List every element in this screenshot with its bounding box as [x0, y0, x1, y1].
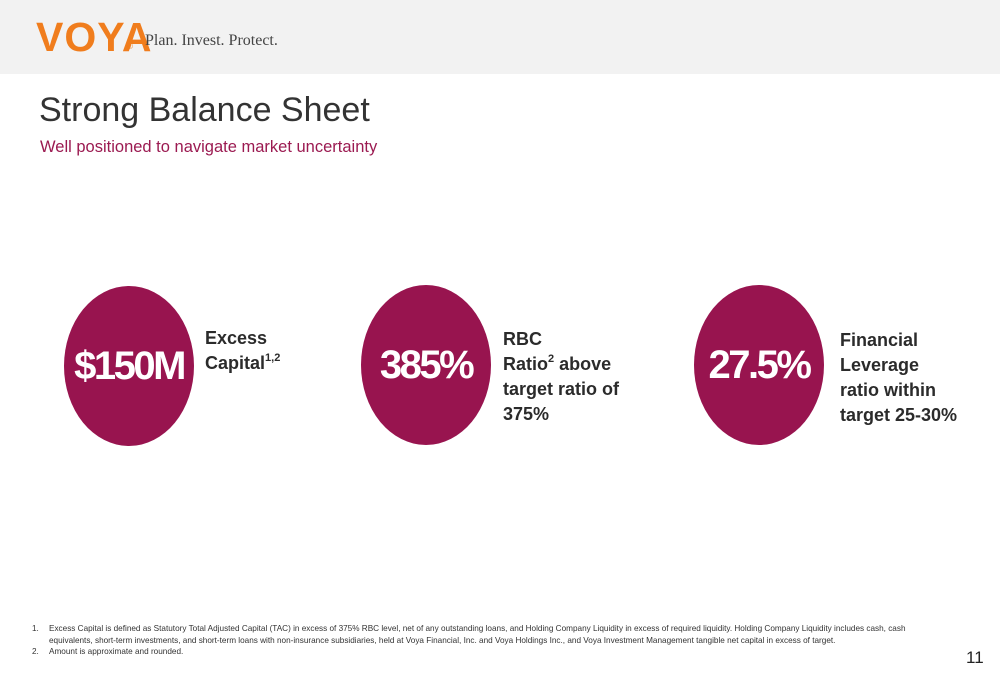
registered-mark: ® — [127, 42, 133, 51]
metric-label-financial-leverage: Financial Leverage ratio within target 2… — [840, 328, 957, 428]
metric-value: $150M — [74, 343, 186, 388]
metric-circle-rbc-ratio: 385% — [361, 285, 491, 445]
footnote-ref: 1,2 — [265, 352, 281, 364]
header-bar: VOYA ® Plan. Invest. Protect. — [0, 0, 1000, 74]
footnote-item: 2. Amount is approximate and rounded. — [32, 646, 932, 658]
footnote-number: 1. — [32, 624, 39, 633]
label-line: target 25-30% — [840, 405, 958, 425]
page-number: 11 — [966, 648, 984, 667]
label-line: target ratio of — [503, 379, 620, 399]
label-line: ratio within — [840, 380, 936, 400]
footnotes: 1. Excess Capital is defined as Statutor… — [32, 623, 932, 658]
metric-label-rbc-ratio: RBC Ratio2 above target ratio of 375% — [503, 327, 619, 427]
page-subtitle: Well positioned to navigate market uncer… — [40, 138, 378, 156]
tagline: Plan. Invest. Protect. — [145, 32, 278, 49]
metric-value: 27.5% — [708, 342, 812, 387]
metric-label-excess-capital: Excess Capital1,2 — [205, 326, 280, 376]
footnote-item: 1. Excess Capital is defined as Statutor… — [32, 623, 932, 646]
label-line: RBC — [503, 329, 542, 349]
footnote-text: Excess Capital is defined as Statutory T… — [49, 624, 906, 645]
footnote-ref: 2 — [548, 353, 555, 365]
label-line: Ratio2 above — [503, 353, 612, 375]
label-line: Capital1,2 — [205, 352, 281, 374]
label-line: Leverage — [840, 355, 920, 375]
label-line: 375% — [503, 404, 550, 424]
label-line: Excess — [205, 328, 268, 348]
footnote-number: 2. — [32, 647, 39, 656]
metric-circle-excess-capital: $150M — [64, 286, 194, 446]
metric-circle-financial-leverage: 27.5% — [694, 285, 824, 445]
metric-value: 385% — [379, 342, 475, 387]
voya-logo: VOYA — [36, 14, 153, 60]
label-line: Financial — [840, 330, 919, 350]
footnote-text: Amount is approximate and rounded. — [49, 647, 184, 656]
page-title: Strong Balance Sheet — [39, 91, 370, 129]
